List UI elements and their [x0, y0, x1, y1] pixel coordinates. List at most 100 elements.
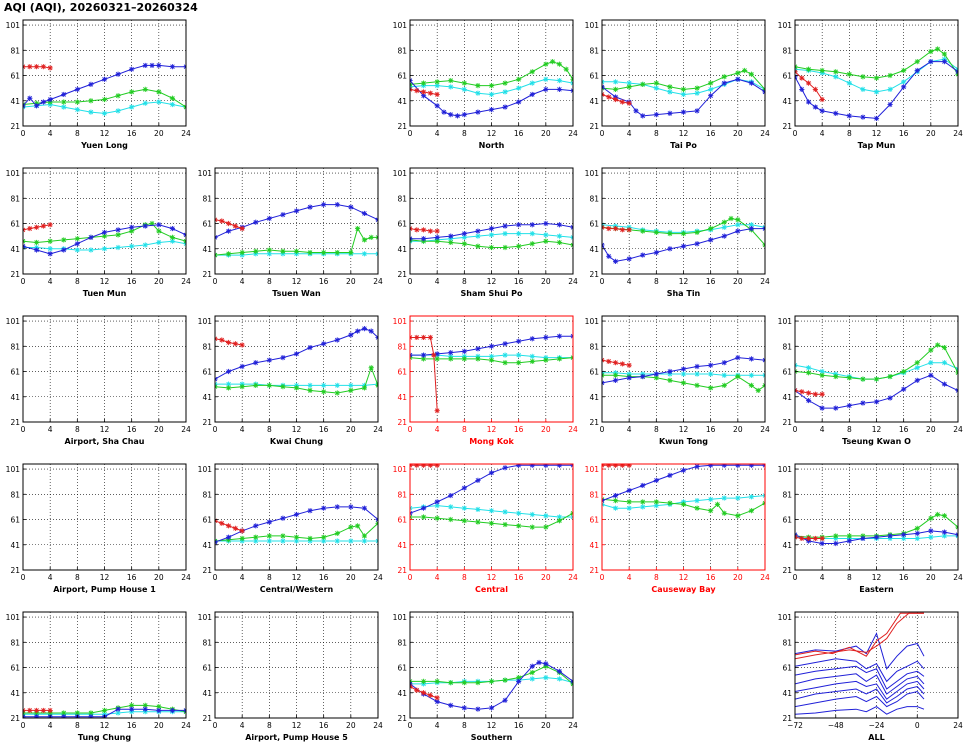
- data-point-marker: [321, 538, 327, 544]
- x-tick-label: 0: [21, 277, 26, 286]
- x-tick-label: 8: [847, 573, 852, 582]
- data-point-marker: [799, 535, 805, 542]
- data-point-marker: [502, 223, 508, 229]
- y-tick-label: 101: [198, 465, 213, 474]
- data-point-marker: [293, 385, 300, 391]
- x-tick-label: 16: [319, 573, 329, 582]
- data-point-marker: [516, 510, 522, 516]
- data-point-marker: [680, 371, 687, 377]
- data-point-marker: [88, 98, 94, 104]
- data-point-marker: [142, 223, 148, 229]
- data-point-marker: [543, 232, 549, 238]
- chart-name-label: ALL: [868, 733, 884, 742]
- data-point-marker: [941, 59, 948, 65]
- data-point-marker: [694, 497, 700, 504]
- y-tick-label: 101: [778, 613, 793, 622]
- data-point-marker: [266, 382, 272, 389]
- data-point-marker: [626, 499, 632, 505]
- data-point-marker: [434, 515, 440, 521]
- x-tick-label: 0: [408, 721, 413, 730]
- data-point-marker: [434, 238, 440, 244]
- data-point-marker: [873, 89, 880, 95]
- x-tick-label: 4: [48, 277, 53, 286]
- data-point-marker: [461, 231, 467, 237]
- data-point-marker: [708, 385, 714, 391]
- y-tick-label: 61: [589, 516, 599, 525]
- x-tick-label: 4: [435, 277, 440, 286]
- data-point-marker: [420, 690, 427, 696]
- data-point-marker: [502, 80, 508, 86]
- data-point-marker: [253, 219, 259, 225]
- y-tick-label: 61: [397, 664, 407, 673]
- data-point-marker: [475, 506, 481, 513]
- data-point-marker: [420, 80, 427, 86]
- y-tick-label: 81: [589, 342, 599, 351]
- data-point-marker: [612, 79, 619, 85]
- data-point-marker: [805, 370, 812, 376]
- y-tick-label: 21: [397, 122, 407, 131]
- data-point-marker: [348, 332, 354, 338]
- data-point-marker: [653, 371, 659, 377]
- x-tick-label: 8: [462, 129, 467, 138]
- data-point-marker: [833, 110, 839, 116]
- series-group: [410, 59, 573, 119]
- data-point-marker: [475, 243, 481, 249]
- data-point-marker: [454, 113, 461, 119]
- data-point-marker: [101, 233, 108, 239]
- y-tick-label: 81: [782, 342, 792, 351]
- data-point-marker: [721, 233, 727, 239]
- data-point-marker: [502, 697, 508, 703]
- data-point-marker: [516, 352, 522, 358]
- y-tick-label: 41: [782, 541, 792, 550]
- data-point-marker: [129, 224, 135, 230]
- data-point-marker: [225, 385, 232, 391]
- data-point-marker: [225, 534, 232, 540]
- data-point-marker: [475, 233, 481, 239]
- data-point-marker: [748, 356, 755, 362]
- data-point-marker: [461, 234, 467, 241]
- data-point-marker: [935, 511, 941, 518]
- data-point-marker: [293, 351, 300, 357]
- x-tick-label: 8: [267, 573, 272, 582]
- x-tick-label: 0: [21, 721, 26, 730]
- chart-name-label: Southern: [471, 733, 513, 742]
- data-point-marker: [427, 228, 433, 234]
- y-tick-label: 81: [589, 46, 599, 55]
- y-tick-label: 81: [10, 194, 20, 203]
- x-tick-label: 16: [514, 129, 524, 138]
- data-point-marker: [819, 96, 825, 103]
- data-point-marker: [61, 91, 67, 98]
- data-point-marker: [680, 467, 687, 473]
- series-group: [410, 659, 573, 712]
- data-point-marker: [361, 210, 368, 217]
- chart-panel-tung-chung: 0 4 8 12 16 20 24 21 41 61 81 101 Tung Chung: [6, 611, 191, 742]
- data-point-marker: [833, 405, 839, 411]
- x-tick-label: 20: [154, 573, 164, 582]
- data-point-marker: [149, 62, 155, 69]
- y-tick-label: 21: [397, 418, 407, 427]
- data-point-marker: [225, 251, 232, 257]
- data-point-marker: [846, 71, 852, 77]
- data-point-marker: [33, 224, 40, 230]
- data-point-marker: [348, 382, 354, 389]
- data-point-marker: [475, 109, 481, 115]
- data-point-marker: [735, 76, 741, 82]
- data-point-marker: [735, 355, 741, 361]
- y-tick-label: 41: [589, 541, 599, 550]
- x-tick-label: 12: [679, 129, 689, 138]
- data-point-marker: [448, 492, 454, 499]
- series-group: [215, 201, 378, 258]
- data-point-marker: [694, 229, 700, 235]
- data-point-marker: [833, 533, 839, 539]
- data-point-marker: [266, 251, 272, 257]
- data-point-marker: [612, 372, 619, 378]
- data-point-marker: [307, 535, 313, 542]
- data-point-marker: [543, 661, 549, 667]
- data-point-marker: [33, 239, 40, 246]
- data-point-marker: [225, 339, 232, 346]
- data-point-marker: [334, 390, 340, 396]
- data-point-marker: [461, 680, 467, 686]
- data-point-marker: [488, 244, 495, 251]
- data-point-marker: [819, 368, 825, 375]
- x-tick-label: 20: [926, 129, 936, 138]
